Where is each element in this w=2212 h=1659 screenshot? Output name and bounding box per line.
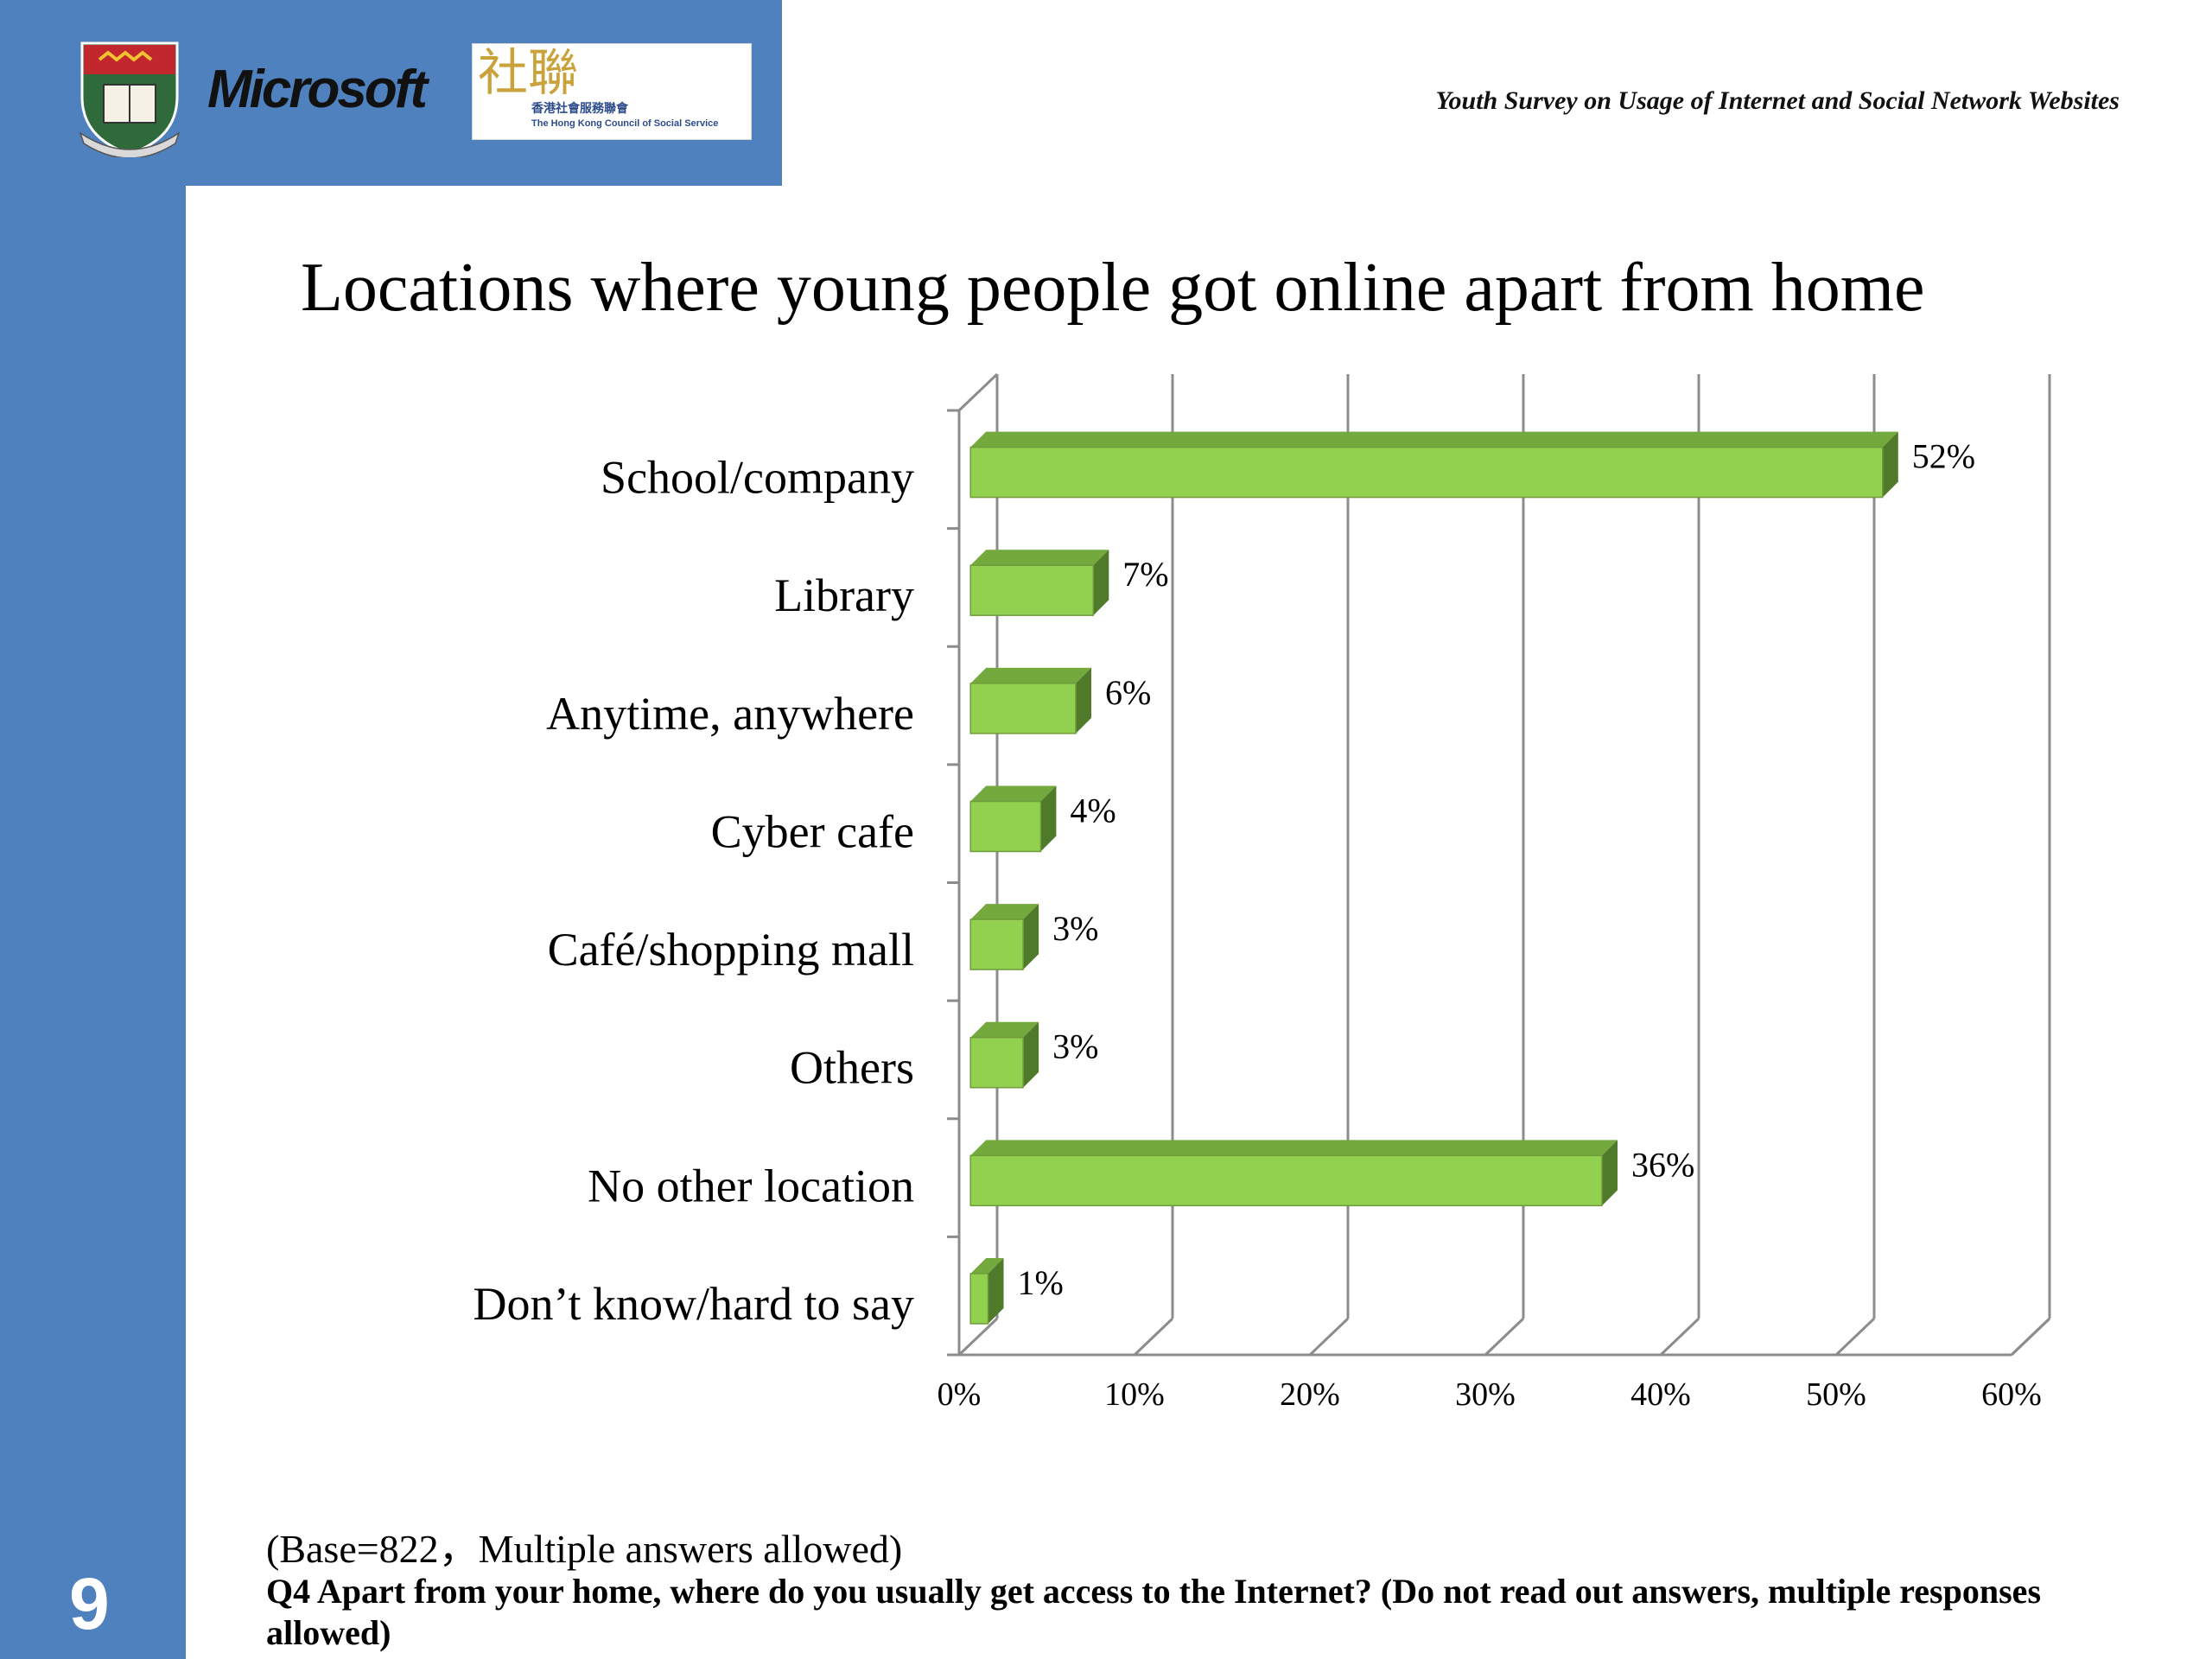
- bar-side-face: [1023, 904, 1039, 970]
- data-label: 4%: [1070, 791, 1116, 830]
- hkcss-logo-name-en: The Hong Kong Council of Social Service: [531, 118, 719, 129]
- category-label: No other location: [588, 1160, 914, 1211]
- category-label: Café/shopping mall: [548, 924, 914, 976]
- floor-line: [957, 1317, 999, 1357]
- x-tick-label: 30%: [1455, 1376, 1516, 1413]
- floor-line: [1133, 1317, 1174, 1357]
- bar-side-face: [1023, 1021, 1039, 1088]
- x-tick-label: 60%: [1981, 1376, 2042, 1413]
- survey-title: Youth Survey on Usage of Internet and So…: [1435, 86, 2120, 115]
- floor-line: [1834, 1317, 1876, 1357]
- bar-top-face: [970, 1021, 1039, 1038]
- x-tick-label: 20%: [1280, 1376, 1340, 1413]
- data-label: 7%: [1122, 555, 1168, 594]
- bar-top-face: [970, 1257, 1004, 1274]
- bar-top-face: [970, 904, 1039, 920]
- hkcss-logo: 社聯 香港社會服務聯會 The Hong Kong Council of Soc…: [472, 43, 752, 140]
- chart-grid: [947, 372, 2051, 1357]
- y-axis-top: [957, 372, 999, 412]
- bar-top-face: [970, 431, 1898, 448]
- page-number: 9: [69, 1563, 110, 1644]
- x-tick-label: 10%: [1104, 1376, 1165, 1413]
- category-label: School/company: [601, 452, 914, 504]
- sidebar-band: [0, 0, 186, 1659]
- bar: [969, 800, 1042, 853]
- bar-top-face: [970, 550, 1109, 566]
- data-label: 6%: [1105, 673, 1151, 712]
- category-label: Library: [774, 569, 914, 621]
- x-tick-label: 0%: [938, 1376, 982, 1413]
- hkcss-logo-glyph: 社聯: [478, 43, 579, 102]
- category-label: Anytime, anywhere: [546, 688, 914, 740]
- x-tick-label: 50%: [1806, 1376, 1866, 1413]
- floor-line: [1308, 1317, 1350, 1357]
- chart-labels: 0% 10% 20% 30% 40% 50% 60% School/company 52% Lib…: [474, 437, 2042, 1413]
- bar: [969, 1154, 1603, 1207]
- category-label: Don’t know/hard to say: [474, 1278, 914, 1330]
- bar-top-face: [970, 785, 1057, 802]
- data-label: 52%: [1912, 437, 1975, 476]
- bar-side-face: [988, 1257, 1004, 1324]
- floor-line: [1659, 1317, 1700, 1357]
- chart-bars: [969, 431, 1898, 1325]
- bar: [969, 1273, 989, 1325]
- bar-side-face: [1602, 1140, 1618, 1206]
- bar-top-face: [970, 667, 1091, 683]
- bar-side-face: [1882, 431, 1898, 498]
- chart-title: Locations where young people got online …: [301, 250, 1925, 326]
- data-label: 1%: [1018, 1263, 1064, 1302]
- floor-line: [1484, 1317, 1525, 1357]
- x-tick-label: 40%: [1630, 1376, 1691, 1413]
- bar-side-face: [1076, 667, 1091, 734]
- bar: [969, 564, 1095, 616]
- microsoft-logo: Microsoft: [207, 60, 428, 119]
- data-label: 3%: [1052, 909, 1098, 948]
- base-note: (Base=822，Multiple answers allowed): [266, 1527, 903, 1571]
- bar: [969, 446, 1884, 499]
- right-floor-edge: [2010, 1317, 2051, 1357]
- category-label: Others: [790, 1042, 914, 1094]
- bar-side-face: [1093, 550, 1109, 616]
- category-label: Cyber cafe: [711, 805, 914, 857]
- bar: [969, 1036, 1024, 1089]
- data-label: 36%: [1631, 1145, 1694, 1184]
- hkcss-logo-name-zh: 香港社會服務聯會: [531, 101, 628, 115]
- bar: [969, 683, 1077, 734]
- bar-top-face: [970, 1140, 1618, 1156]
- university-crest-icon: [79, 41, 181, 157]
- question-note: Q4 Apart from your home, where do you us…: [266, 1572, 2042, 1652]
- bar-side-face: [1040, 785, 1057, 852]
- data-label: 3%: [1052, 1027, 1098, 1066]
- bar: [969, 918, 1024, 970]
